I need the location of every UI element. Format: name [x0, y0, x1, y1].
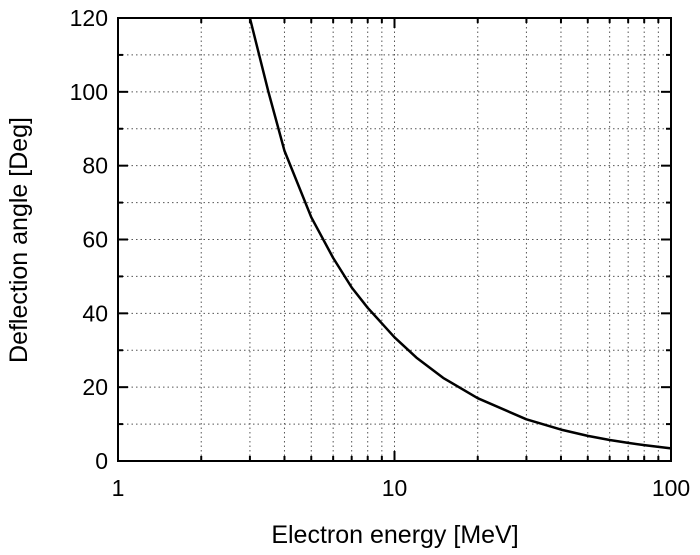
y-tick-label: 100 [70, 79, 108, 105]
y-tick-label: 20 [82, 374, 108, 400]
grid-layer [118, 18, 671, 461]
y-tick-label: 80 [82, 153, 108, 179]
series-layer [248, 17, 672, 450]
series-line [248, 17, 672, 450]
y-tick-label: 40 [82, 300, 108, 326]
x-tick-label: 100 [652, 475, 690, 501]
y-tick-label: 120 [70, 5, 108, 31]
tick-layer [117, 17, 672, 462]
y-tick-label: 60 [82, 227, 108, 253]
y-tick-label: 0 [95, 448, 108, 474]
y-axis-title: Deflection angle [Deg] [5, 117, 33, 363]
label-layer: 1 10 100 0 20 40 60 80 100 120 [70, 5, 691, 501]
x-tick-label: 1 [112, 475, 125, 501]
x-tick-label: 10 [382, 475, 408, 501]
x-axis-title: Electron energy [MeV] [271, 521, 518, 549]
